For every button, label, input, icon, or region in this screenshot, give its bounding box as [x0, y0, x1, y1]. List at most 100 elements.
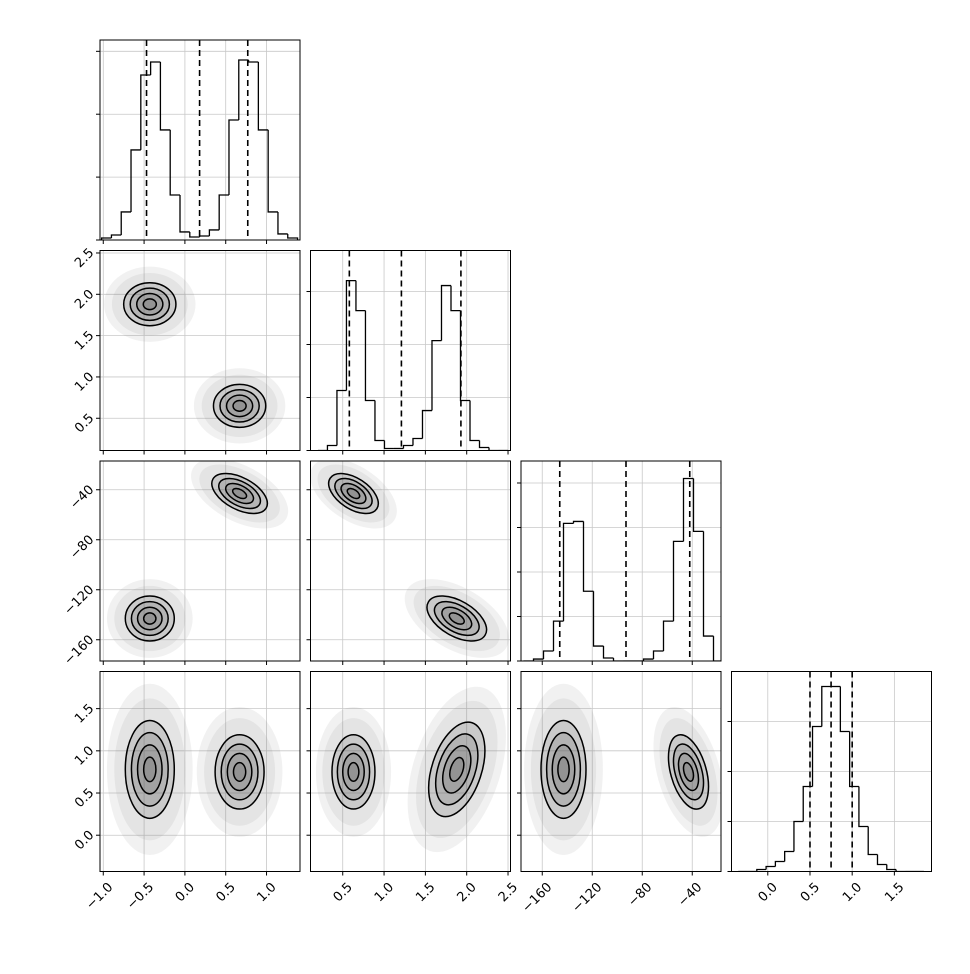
contour: [129, 287, 171, 322]
density-fill: [342, 753, 365, 791]
panel: [306, 460, 511, 665]
y-tick-label: 0.5: [72, 786, 97, 811]
panel-area: [521, 461, 721, 661]
histogram-step: [100, 237, 112, 240]
panel: 0.5 1.0 1.5 2.0 2.5: [306, 671, 521, 905]
histogram-step: [110, 234, 122, 238]
density-fill: [137, 744, 163, 794]
density-fill: [131, 732, 169, 807]
sample-cloud: [653, 706, 721, 837]
panel-frame: [99, 250, 301, 451]
histogram-step: [811, 725, 822, 787]
contour: [346, 487, 361, 500]
contour: [336, 743, 371, 801]
y-tick-label: 2.0: [72, 287, 97, 312]
contour: [142, 298, 158, 311]
histogram-step: [218, 194, 229, 230]
contour: [434, 733, 479, 806]
density-fill: [673, 744, 704, 800]
contour: [142, 756, 157, 783]
contour: [347, 761, 360, 782]
contour: [331, 734, 376, 810]
contour: [551, 744, 576, 795]
density-fill: [442, 745, 471, 794]
sample-cloud: [104, 266, 196, 342]
histogram-step: [562, 522, 574, 622]
contour: [672, 743, 705, 801]
y-tick-label: 0.5: [72, 411, 97, 436]
density-fill: [541, 720, 586, 819]
histogram-step: [642, 658, 654, 661]
histogram-step: [542, 650, 554, 660]
histogram-step: [572, 520, 584, 524]
density-fill: [143, 757, 156, 782]
sample-cloud: [524, 683, 603, 856]
panel: [96, 39, 301, 244]
panel-frame: [99, 460, 301, 662]
x-tick-label: −160: [519, 880, 555, 916]
density-fill: [435, 733, 478, 805]
histogram-step: [277, 211, 288, 235]
panel: −1.0 −0.5 0.0 0.5 1.0 0.0 0.5 1.0 1.5: [72, 671, 301, 913]
contour: [224, 482, 255, 505]
histogram-step: [682, 477, 694, 542]
y-tick-label: 1.0: [72, 370, 97, 395]
histogram-step: [257, 62, 269, 131]
panel-area: [100, 671, 300, 872]
contour: [545, 731, 582, 807]
histogram-step: [602, 646, 614, 659]
panel-area: [100, 40, 300, 240]
contour: [232, 399, 247, 412]
histogram-step: [802, 785, 813, 822]
density-fill: [136, 293, 163, 315]
histogram-step: [895, 869, 906, 872]
histogram-step: [326, 444, 337, 451]
panel: −160 −120 −80 −40: [61, 460, 301, 668]
density-fill: [678, 753, 699, 791]
sample-cloud: [196, 706, 283, 837]
density-fill: [233, 762, 246, 782]
contour: [327, 472, 380, 515]
density-fill: [668, 734, 709, 810]
histogram-step: [886, 864, 897, 871]
panel-area: [100, 461, 300, 661]
contour: [219, 389, 260, 423]
contour: [682, 761, 695, 782]
x-tick-label: −0.5: [124, 880, 157, 913]
histogram-step: [336, 389, 347, 446]
histogram-step: [364, 310, 375, 402]
x-tick-label: 1.5: [882, 880, 907, 905]
x-tick-label: 2.5: [496, 880, 521, 905]
y-tick-label: 1.0: [72, 744, 97, 769]
panel: 0.5 1.0 1.5 2.0 2.5: [72, 246, 301, 455]
panel-frame: [731, 671, 932, 872]
sample-cloud: [193, 368, 286, 444]
density-fill: [213, 384, 266, 428]
contour: [448, 612, 465, 625]
density-fill: [348, 762, 359, 782]
panel-frame: [520, 460, 722, 662]
histogram-step: [130, 149, 141, 212]
density-fill: [557, 757, 570, 782]
y-tick-label: 1.5: [72, 701, 97, 726]
histogram-step: [179, 194, 190, 233]
histogram-step: [848, 731, 859, 788]
histogram-step: [532, 658, 544, 661]
density-fill: [552, 744, 575, 794]
histogram-step: [784, 850, 794, 862]
density-fill: [215, 734, 265, 810]
panel-frame: [310, 250, 511, 451]
density-fill: [233, 400, 247, 412]
density-fill: [226, 395, 253, 417]
contour: [427, 721, 486, 818]
histogram-step: [459, 310, 471, 402]
sample-cloud: [315, 706, 392, 837]
histogram-step: [140, 74, 151, 150]
panel-frame: [310, 460, 511, 662]
x-tick-label: −80: [625, 880, 655, 910]
panel-area: [310, 671, 511, 872]
contour: [130, 600, 169, 637]
density-fill: [428, 722, 485, 817]
contour: [136, 606, 163, 631]
x-tick-label: 0.5: [214, 880, 239, 905]
